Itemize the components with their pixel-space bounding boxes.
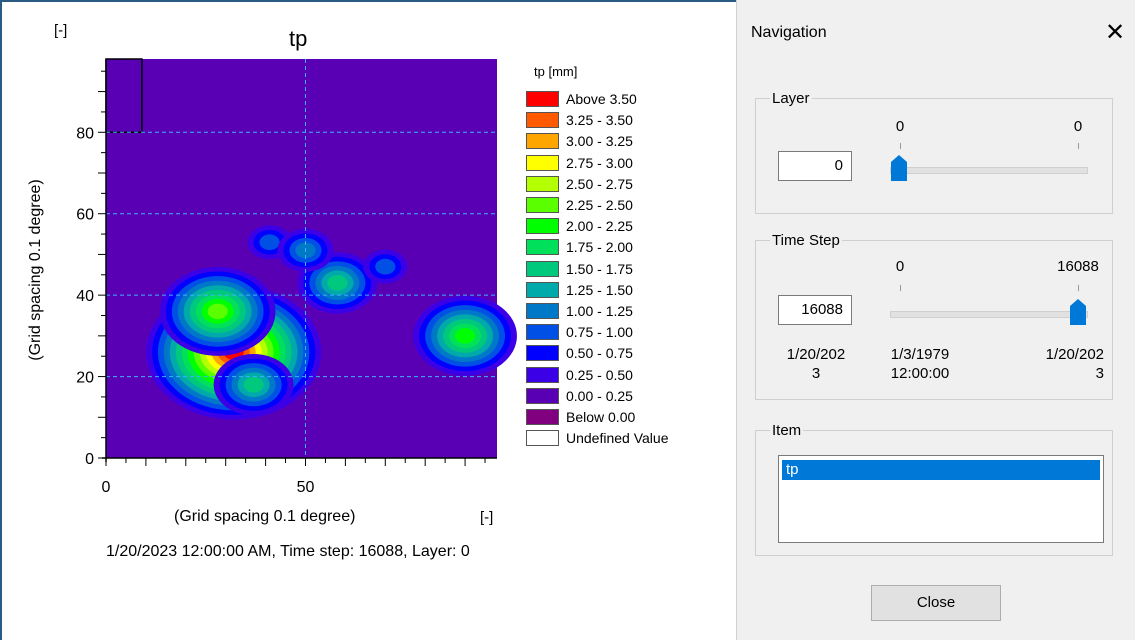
legend-title: tp [mm] (534, 64, 578, 79)
item-group-label: Item (770, 422, 804, 439)
unit-label-top: [-] (54, 22, 68, 39)
time-slider-tick-start (900, 285, 901, 291)
legend-swatch (526, 112, 559, 129)
layer-slider-thumb[interactable] (891, 155, 907, 181)
close-icon[interactable]: ✕ (1105, 19, 1126, 46)
current-date: 1/20/202 3 (774, 345, 858, 383)
legend-label: 1.25 - 1.50 (566, 281, 633, 298)
time-slider-tick-end (1078, 285, 1079, 291)
status-line: 1/20/2023 12:00:00 AM, Time step: 16088,… (106, 543, 470, 560)
legend-swatch (526, 154, 559, 171)
time-slider-max: 16088 (1057, 258, 1099, 275)
legend-swatch (526, 197, 559, 213)
legend-swatch (526, 175, 559, 192)
start-date-line1: 1/3/1979 (890, 346, 950, 363)
time-step-input[interactable]: 16088 (778, 295, 852, 325)
legend-label: 2.50 - 2.75 (566, 175, 633, 192)
x-tick-label: 50 (297, 479, 315, 496)
start-date-line2: 12:00:00 (890, 365, 950, 382)
layer-slider-min: 0 (895, 118, 905, 135)
heatmap-blob (327, 275, 348, 291)
current-date-line1: 1/20/202 (786, 346, 846, 363)
legend-swatch (526, 324, 559, 341)
heatmap-blob (454, 328, 476, 344)
legend-label: Above 3.50 (566, 91, 637, 107)
y-tick-label: 0 (85, 451, 94, 468)
legend-label: Below 0.00 (566, 409, 636, 425)
time-slider-min: 0 (895, 258, 905, 275)
heatmap-blob (207, 303, 228, 320)
heatmap-layer (105, 58, 517, 458)
axis-layer: 0 20 40 60 80 0 50 (76, 59, 497, 496)
legend-label: 0.25 - 0.50 (566, 366, 633, 383)
item-group: Item tp (755, 422, 1113, 556)
time-slider-thumb[interactable] (1070, 299, 1086, 325)
close-button[interactable]: Close (871, 585, 1001, 621)
end-date-line1: 1/20/202 (1045, 346, 1104, 363)
legend-label: 3.00 - 3.25 (566, 133, 633, 150)
start-date: 1/3/1979 12:00:00 (878, 345, 962, 383)
heatmap-blob (259, 234, 280, 250)
item-list-entry-tp[interactable]: tp (782, 460, 1100, 480)
legend-swatch (526, 387, 559, 404)
legend-label: Undefined Value (566, 430, 669, 447)
unit-label-bottom: [-] (480, 509, 494, 526)
heatmap-chart: 0 20 40 60 80 0 50 (76, 58, 517, 496)
x-tick-label: 0 (102, 479, 111, 496)
layer-group: Layer 0 0 0 (755, 90, 1113, 214)
layer-group-label: Layer (770, 90, 812, 107)
legend-label: 0.00 - 0.25 (566, 387, 633, 404)
legend-label: 1.00 - 1.25 (566, 303, 633, 319)
legend-swatch (526, 303, 559, 319)
legend-swatch (526, 409, 559, 425)
legend-label: 1.50 - 1.75 (566, 260, 633, 277)
layer-input[interactable]: 0 (778, 151, 852, 181)
grid-layer (106, 59, 497, 458)
time-step-group: Time Step 0 16088 16088 1/20/202 3 1/3/1… (755, 232, 1113, 400)
item-listbox[interactable]: tp (778, 455, 1104, 543)
time-step-group-label: Time Step (770, 232, 842, 249)
legend-label: 1.75 - 2.00 (566, 239, 633, 256)
heatmap-blob (375, 258, 396, 275)
layer-slider-max: 0 (1073, 118, 1083, 135)
legend-label: 0.50 - 0.75 (566, 345, 633, 362)
heatmap-blob (243, 376, 264, 393)
y-tick-label: 60 (76, 207, 94, 224)
layer-slider-track[interactable] (890, 167, 1088, 174)
y-tick-label: 20 (76, 370, 94, 387)
legend-label: 2.75 - 3.00 (566, 154, 633, 171)
layer-slider-tick-end (1078, 143, 1079, 149)
legend-swatch (526, 345, 559, 362)
layer-slider-tick-start (900, 143, 901, 149)
y-tick-label: 40 (76, 288, 94, 305)
legend-swatch (526, 133, 559, 150)
end-date: 1/20/202 3 (1020, 345, 1104, 383)
plot-window: [-] tp (Grid spacing 0.1 degree) 0 20 40 60… (0, 0, 736, 640)
legend-label: 2.00 - 2.25 (566, 218, 633, 235)
legend-swatch (526, 91, 559, 107)
legend-swatch (526, 366, 559, 383)
legend-swatch (526, 239, 559, 256)
time-slider-track[interactable] (890, 311, 1088, 318)
legend-swatch (526, 281, 559, 298)
y-tick-label: 80 (76, 125, 94, 142)
navigation-panel: Navigation ✕ Layer 0 0 0 Time Step 0 160… (736, 0, 1135, 640)
legend-swatch (526, 260, 559, 277)
legend-label: 0.75 - 1.00 (566, 324, 633, 341)
plot-title: tp (289, 26, 308, 51)
x-axis-label: (Grid spacing 0.1 degree) (174, 508, 356, 525)
end-date-line2: 3 (1095, 365, 1104, 382)
navigation-title: Navigation (751, 24, 827, 41)
legend-label: 3.25 - 3.50 (566, 112, 633, 129)
legend-swatch (526, 430, 559, 447)
legend-label: 2.25 - 2.50 (566, 197, 633, 213)
current-date-line2: 3 (811, 365, 821, 382)
legend-swatch (526, 218, 559, 235)
